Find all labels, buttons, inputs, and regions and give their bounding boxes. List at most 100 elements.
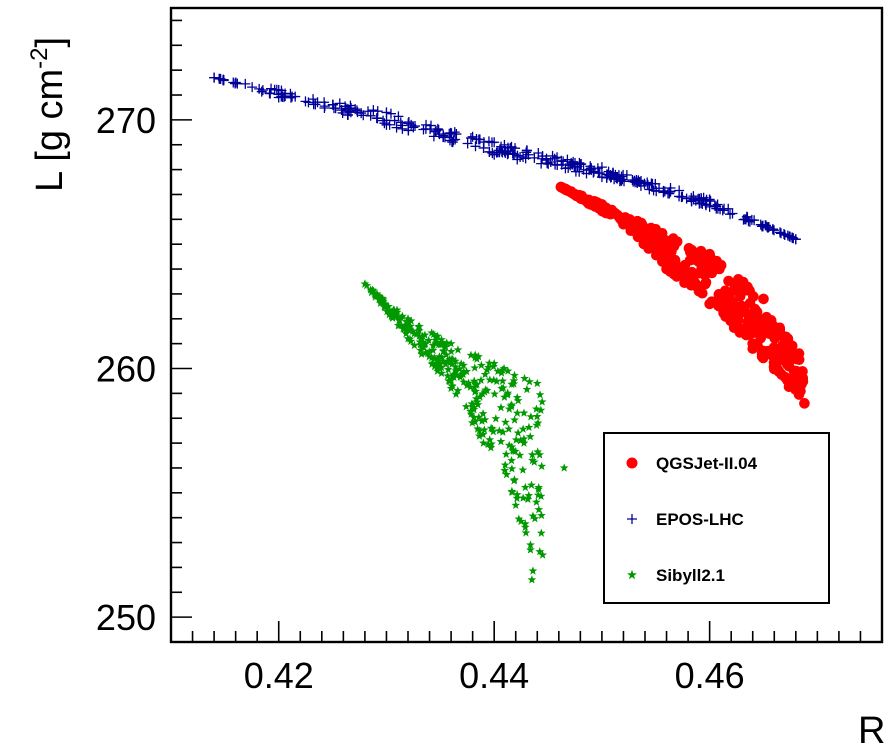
data-point	[549, 153, 560, 164]
data-point	[416, 340, 425, 349]
data-point	[485, 375, 495, 384]
data-point	[616, 175, 627, 186]
data-point	[476, 375, 486, 385]
data-point	[503, 366, 513, 375]
data-point	[714, 263, 725, 275]
legend-item: Sibyll2.1	[627, 566, 725, 585]
y-axis-title-superscript: -2	[26, 47, 53, 68]
data-point	[648, 185, 659, 196]
data-point	[513, 396, 523, 405]
data-point	[632, 220, 643, 231]
data-point	[676, 192, 687, 203]
data-point	[520, 522, 530, 531]
data-point	[427, 328, 437, 337]
data-point	[536, 405, 546, 414]
data-point	[535, 390, 545, 399]
data-point	[527, 450, 537, 459]
data-point	[439, 346, 448, 355]
data-point	[562, 154, 573, 165]
data-point	[218, 74, 229, 85]
data-point	[501, 449, 511, 459]
data-point	[514, 514, 524, 523]
data-point	[453, 385, 463, 395]
data-point	[536, 528, 546, 537]
data-point	[418, 331, 428, 340]
data-point	[378, 295, 388, 304]
data-point	[442, 338, 452, 347]
data-point	[480, 369, 490, 379]
axis-ticks	[170, 19, 883, 643]
data-point	[720, 287, 732, 299]
data-point	[763, 222, 774, 233]
data-point	[441, 350, 451, 359]
data-point	[462, 367, 472, 376]
data-point	[449, 372, 459, 381]
series-qgsjet-ii-04	[555, 181, 810, 409]
data-point	[471, 134, 482, 145]
data-point	[437, 368, 446, 378]
data-point	[344, 106, 355, 117]
data-point	[526, 412, 536, 421]
data-point	[518, 424, 528, 433]
data-point	[650, 223, 662, 235]
data-point	[398, 324, 408, 333]
data-point	[417, 342, 426, 351]
data-point	[528, 455, 537, 465]
data-point	[494, 426, 504, 435]
data-point	[496, 403, 506, 412]
data-point	[469, 412, 479, 422]
data-point	[438, 131, 449, 142]
data-point	[471, 380, 481, 389]
data-point	[663, 236, 674, 248]
data-point	[499, 139, 510, 150]
data-point	[433, 124, 444, 135]
data-point	[498, 383, 508, 392]
data-point	[799, 398, 810, 409]
data-point	[510, 370, 519, 380]
data-point	[674, 185, 685, 196]
data-point	[642, 179, 653, 190]
data-point	[739, 214, 750, 225]
data-point	[228, 77, 239, 88]
data-point	[369, 286, 378, 295]
legend-box	[603, 432, 830, 604]
data-point	[533, 447, 543, 456]
data-point	[512, 490, 522, 499]
data-point	[525, 432, 535, 441]
data-point	[500, 460, 510, 469]
data-point	[640, 233, 652, 244]
data-point	[410, 340, 419, 350]
legend-marker	[627, 514, 637, 524]
data-point	[521, 528, 531, 537]
data-point	[483, 136, 494, 147]
data-point	[351, 105, 362, 116]
data-point	[256, 86, 267, 97]
data-point	[498, 376, 507, 385]
data-point	[473, 424, 483, 433]
data-point	[751, 306, 763, 318]
data-point	[510, 415, 519, 424]
data-point	[462, 138, 473, 149]
data-point	[456, 359, 466, 368]
data-point	[471, 386, 481, 396]
data-point	[424, 335, 434, 345]
data-point	[470, 416, 480, 426]
data-point	[466, 350, 476, 359]
data-point	[507, 464, 517, 473]
data-point	[697, 198, 708, 209]
data-point	[512, 408, 522, 417]
data-point	[432, 360, 442, 369]
data-point	[489, 375, 499, 384]
data-point	[507, 442, 517, 451]
data-point	[416, 345, 426, 355]
data-point	[470, 363, 480, 372]
data-point	[486, 443, 496, 452]
data-point	[477, 416, 487, 425]
data-point	[474, 412, 484, 422]
data-point	[768, 363, 780, 375]
data-point	[658, 185, 669, 196]
data-point	[768, 225, 779, 236]
data-point	[428, 345, 438, 355]
data-point	[403, 314, 413, 323]
data-point	[470, 141, 481, 152]
